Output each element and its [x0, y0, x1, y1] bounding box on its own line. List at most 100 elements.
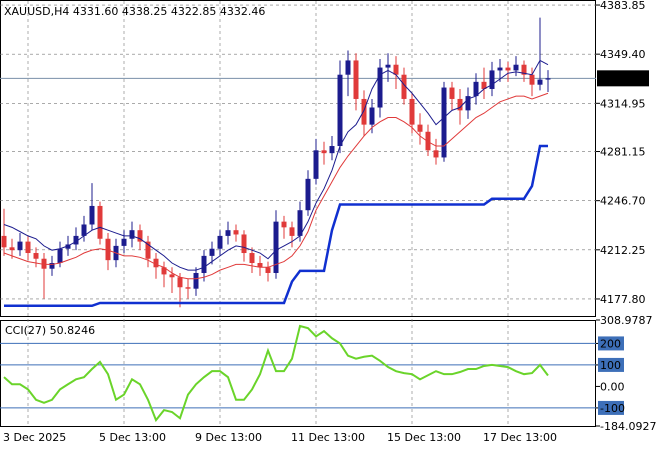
candle-body	[249, 253, 255, 264]
cci-frame	[0, 320, 596, 427]
x-tick-label: 9 Dec 13:00	[195, 431, 262, 444]
candle-body	[201, 255, 207, 273]
x-tick-label: 11 Dec 13:00	[291, 431, 365, 444]
candle-body	[521, 64, 527, 75]
candle-body	[137, 230, 143, 242]
candle-body	[289, 227, 295, 236]
y-tick-label: 100	[600, 359, 621, 372]
candle-body	[513, 64, 519, 71]
candle-body	[49, 263, 55, 269]
candle-body	[337, 74, 343, 147]
candle-body	[489, 70, 495, 89]
y-tick-label: 4349.40	[600, 48, 646, 61]
candle-body	[129, 230, 135, 239]
candle-body	[97, 205, 103, 239]
candle-body	[73, 235, 79, 245]
candle-body	[401, 74, 407, 99]
candle-body	[241, 234, 247, 254]
candle-body	[217, 235, 223, 249]
candle-body	[41, 258, 47, 269]
candle-body	[281, 221, 287, 228]
candle-body	[329, 146, 335, 154]
candle-body	[313, 150, 319, 179]
candle-body	[377, 67, 383, 108]
y-tick-label: 0.00	[600, 380, 625, 393]
overlay-line	[3, 59, 549, 271]
candle-body	[345, 60, 351, 75]
x-tick-label: 15 Dec 13:00	[387, 431, 461, 444]
y-tick-label: 4383.85	[600, 0, 646, 12]
candle-body	[473, 81, 479, 97]
y-tick-label: 4177.80	[600, 293, 646, 306]
candle-body	[505, 67, 511, 71]
candle-body	[9, 247, 15, 251]
candle-body	[497, 67, 503, 71]
candle-body	[193, 272, 199, 289]
level-label-box	[598, 336, 624, 351]
current-price-label: 4332.46	[600, 72, 646, 85]
level-label-box	[598, 357, 624, 372]
current-price-box	[597, 70, 649, 87]
candle-body	[481, 81, 487, 89]
candle-body	[537, 79, 543, 85]
candle-body	[545, 78, 551, 80]
y-tick-label: 4246.70	[600, 195, 646, 208]
candle-body	[449, 87, 455, 99]
candle-body	[153, 258, 159, 268]
candle-body	[25, 241, 31, 254]
candle-body	[465, 96, 471, 111]
candle-body	[233, 230, 239, 235]
y-tick-label: 200	[600, 337, 621, 350]
candle-body	[81, 224, 87, 236]
candle-body	[529, 74, 535, 85]
level-label-box	[598, 400, 624, 415]
candle-body	[185, 287, 191, 289]
x-tick-label: 5 Dec 13:00	[99, 431, 166, 444]
y-tick-label: 308.9787	[600, 314, 653, 327]
cci-title: CCI(27) 50.8246	[5, 324, 95, 337]
y-tick-label: 4314.95	[600, 97, 646, 110]
candle-body	[169, 274, 175, 278]
y-tick-label: -184.0927	[600, 420, 656, 433]
candle-body	[385, 64, 391, 68]
candle-body	[457, 98, 463, 111]
candle-body	[209, 248, 215, 256]
candle-body	[265, 267, 271, 273]
y-tick-label: 4281.15	[600, 146, 646, 159]
candle-body	[305, 178, 311, 211]
chart-title: XAUUSD,H4 4331.60 4338.25 4322.85 4332.4…	[4, 5, 265, 18]
candle-body	[393, 64, 399, 75]
candle-body	[33, 253, 39, 259]
candle-body	[417, 124, 423, 132]
main-frame	[0, 0, 596, 317]
candle-body	[145, 241, 151, 259]
candle-body	[369, 107, 375, 125]
candle-body	[177, 277, 183, 288]
candle-body	[105, 238, 111, 261]
candle-body	[57, 248, 63, 264]
candle-body	[441, 87, 447, 158]
overlay-line	[3, 92, 549, 280]
x-tick-label: 3 Dec 2025	[3, 431, 66, 444]
candle-body	[297, 210, 303, 236]
y-tick-label: -100	[600, 402, 625, 415]
candle-body	[273, 221, 279, 273]
candle-body	[425, 131, 431, 151]
candle-body	[321, 150, 327, 154]
cci-line	[3, 324, 549, 423]
candle-body	[225, 230, 231, 236]
candle-body	[1, 235, 7, 248]
candle-body	[433, 150, 439, 158]
candle-body	[361, 98, 367, 125]
candle-body	[89, 205, 95, 225]
candle-body	[121, 238, 127, 246]
candle-body	[65, 244, 71, 249]
candle-body	[161, 267, 167, 275]
y-tick-label: 4212.25	[600, 244, 646, 257]
candle-body	[17, 241, 23, 251]
candle-body	[409, 98, 415, 125]
x-tick-label: 17 Dec 13:00	[483, 431, 557, 444]
overlay-line	[4, 144, 548, 308]
